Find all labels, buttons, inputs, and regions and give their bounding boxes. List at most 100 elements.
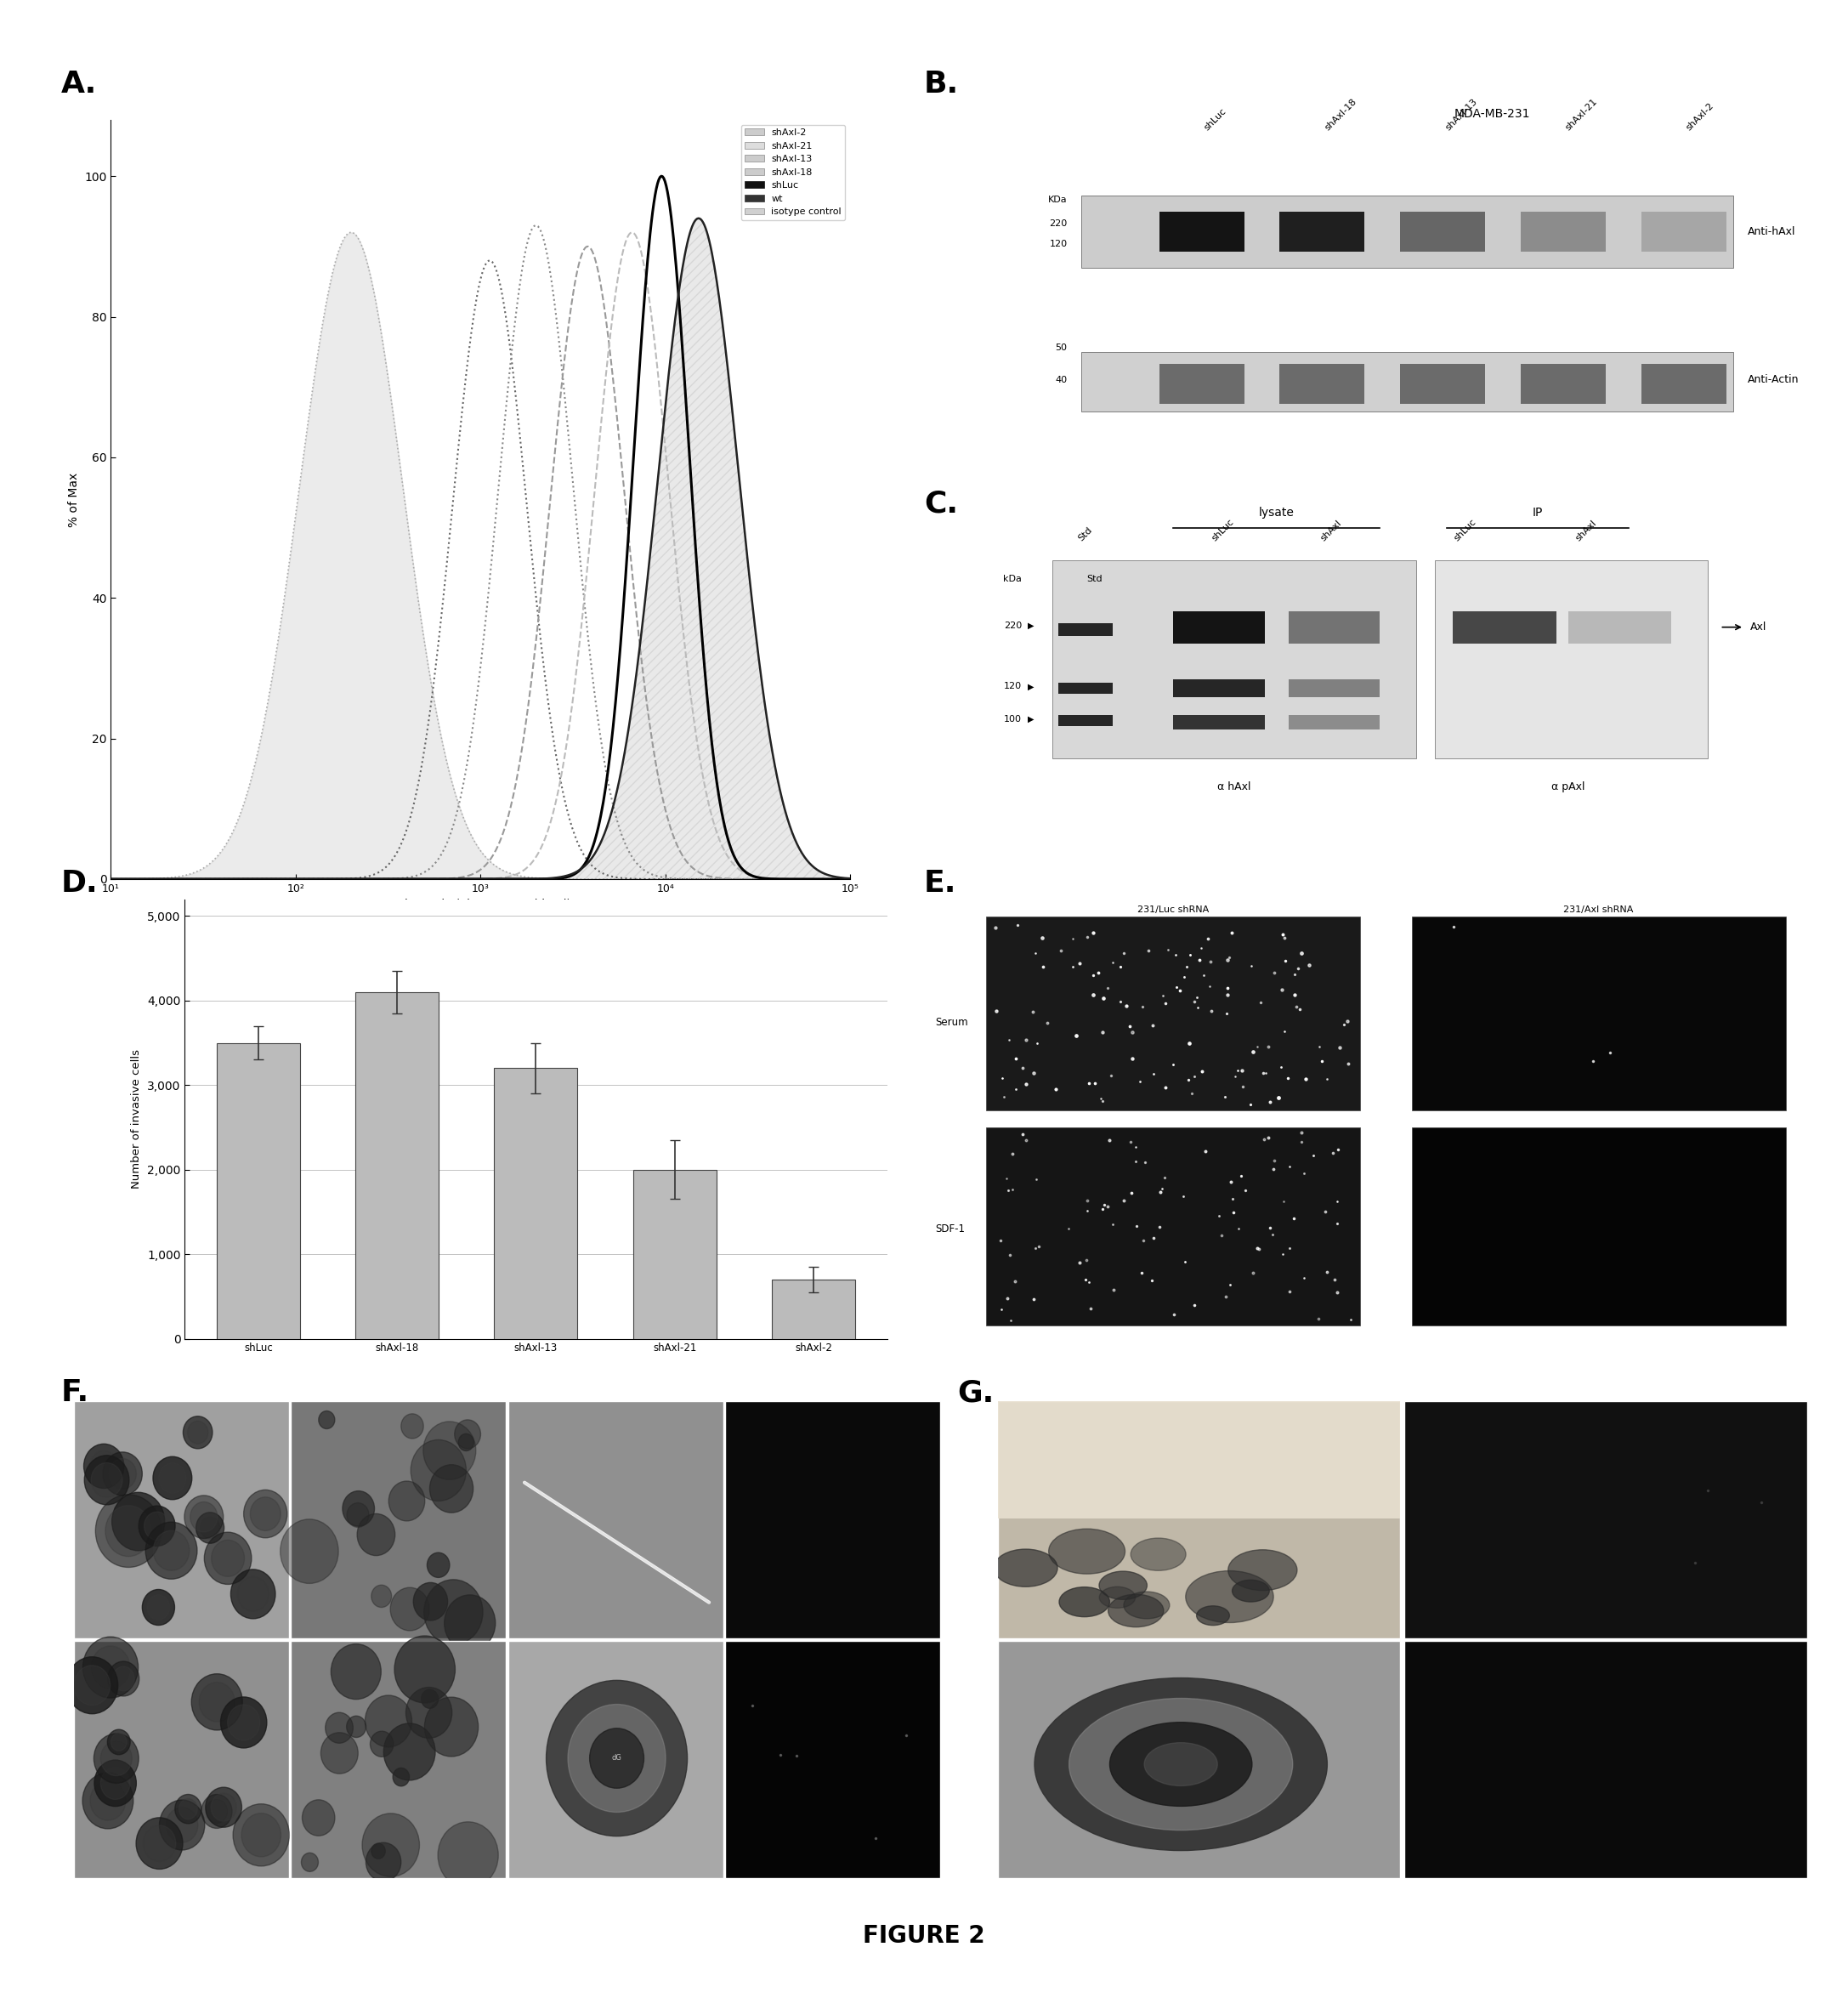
Circle shape [1035,1678,1327,1850]
Text: shAxl-2: shAxl-2 [1685,102,1715,132]
Circle shape [91,1646,129,1688]
Circle shape [567,1704,665,1812]
Bar [74,1640,288,1878]
Circle shape [107,1730,129,1754]
Circle shape [421,1690,438,1708]
Text: Std: Std [1087,573,1103,583]
Circle shape [325,1712,353,1742]
Circle shape [394,1768,410,1786]
Text: E.: E. [924,869,957,897]
Circle shape [301,1852,318,1872]
Circle shape [1229,1550,1297,1590]
Circle shape [1131,1538,1186,1570]
Circle shape [96,1495,161,1566]
Circle shape [423,1580,482,1644]
Bar [1521,364,1606,404]
Circle shape [425,1696,479,1756]
Circle shape [431,1465,473,1512]
Text: KDa: KDa [1048,196,1068,204]
Circle shape [233,1804,290,1866]
Circle shape [105,1504,152,1556]
Bar [724,1401,941,1638]
Circle shape [242,1814,281,1856]
Circle shape [146,1522,198,1578]
Circle shape [91,1780,126,1820]
Circle shape [455,1421,480,1449]
Circle shape [362,1814,419,1876]
Text: Anti-Actin: Anti-Actin [1746,374,1798,386]
Bar [1288,611,1380,643]
Text: SDF-1: SDF-1 [935,1223,965,1235]
Text: 100: 100 [1003,715,1022,723]
Circle shape [231,1568,275,1618]
Circle shape [107,1660,139,1696]
Text: Serum: Serum [935,1017,968,1027]
Circle shape [94,1760,137,1806]
Circle shape [220,1696,266,1748]
Y-axis label: % of Max: % of Max [68,472,79,527]
Circle shape [438,1822,499,1888]
Circle shape [1144,1742,1218,1786]
Bar [1288,715,1380,729]
Bar [1081,196,1733,268]
Circle shape [237,1576,268,1610]
Bar [1173,679,1264,697]
Bar [1159,212,1244,252]
Circle shape [331,1644,381,1698]
Text: 220: 220 [1050,220,1068,228]
Text: shAxl-18: shAxl-18 [1323,96,1358,132]
Text: 231/Axl shRNA: 231/Axl shRNA [1563,905,1634,915]
Y-axis label: Number of invasive cells: Number of invasive cells [131,1049,142,1189]
Circle shape [371,1584,392,1606]
Text: ▶: ▶ [1027,621,1035,629]
Text: 231/Luc shRNA: 231/Luc shRNA [1138,905,1209,915]
Text: G.: G. [957,1379,994,1407]
Circle shape [205,1800,227,1824]
Circle shape [192,1674,242,1730]
Bar [1434,561,1708,759]
Bar [1279,212,1364,252]
Bar [1173,611,1264,643]
Text: MDA-MB-231: MDA-MB-231 [1454,108,1530,120]
Bar [1404,1640,1807,1878]
Circle shape [1186,1570,1273,1622]
Circle shape [142,1590,176,1624]
Circle shape [1100,1570,1148,1600]
Circle shape [109,1459,137,1489]
Bar [1401,212,1486,252]
Bar [634,1169,717,1339]
Circle shape [366,1696,412,1746]
Circle shape [281,1518,338,1584]
Circle shape [458,1435,473,1451]
Bar [1288,679,1380,697]
Circle shape [103,1453,142,1497]
Circle shape [401,1415,423,1439]
Text: lysate: lysate [1258,507,1294,519]
Circle shape [196,1512,224,1542]
Bar [772,1279,856,1339]
Circle shape [347,1502,370,1526]
Circle shape [139,1506,176,1546]
Text: B.: B. [924,70,959,98]
Circle shape [370,1730,394,1756]
Circle shape [153,1530,188,1570]
Circle shape [148,1594,170,1620]
Circle shape [388,1481,425,1520]
Text: shLuc: shLuc [1453,517,1478,543]
Circle shape [994,1548,1057,1586]
Bar [1412,1127,1785,1325]
Circle shape [303,1800,334,1836]
Circle shape [227,1704,261,1740]
Bar [987,917,1360,1111]
Circle shape [371,1844,384,1858]
Circle shape [211,1540,244,1576]
Circle shape [394,1636,455,1702]
Circle shape [407,1686,453,1738]
Circle shape [201,1794,233,1828]
Text: shLuc: shLuc [1210,517,1234,543]
Bar [1279,364,1364,404]
Circle shape [91,1463,122,1497]
Circle shape [1068,1698,1294,1830]
Text: 120: 120 [1050,240,1068,248]
Text: C.: C. [924,490,957,517]
